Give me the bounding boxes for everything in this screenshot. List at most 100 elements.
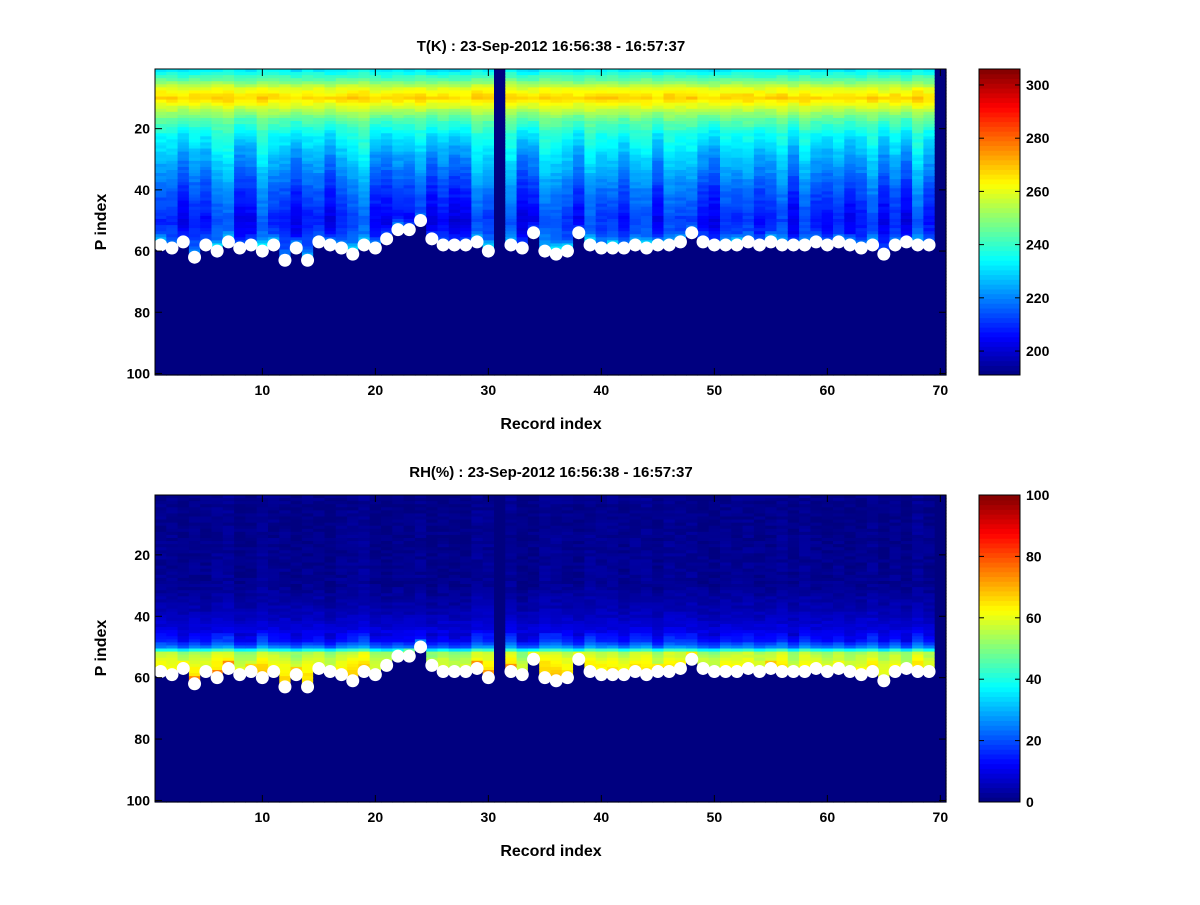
heatmap-cell: [448, 255, 461, 260]
heatmap-cell: [245, 105, 258, 110]
heatmap-cell: [652, 215, 665, 220]
heatmap-cell: [516, 99, 529, 104]
heatmap-cell: [640, 75, 653, 79]
heatmap-cell: [652, 255, 665, 260]
heatmap-cell: [448, 280, 461, 284]
heatmap-cell: [234, 72, 246, 76]
heatmap-cell: [301, 72, 314, 76]
heatmap-cell: [414, 261, 427, 266]
heatmap-cell: [335, 280, 348, 284]
heatmap-cell: [505, 206, 518, 211]
heatmap-cell: [708, 75, 721, 79]
heatmap-cell: [629, 194, 642, 199]
heatmap-cell: [674, 258, 687, 263]
heatmap-cell: [494, 117, 506, 122]
heatmap-cell: [629, 215, 642, 220]
heatmap-cell: [177, 111, 190, 116]
heatmap-cell: [471, 99, 484, 104]
heatmap-cell: [561, 96, 574, 101]
heatmap-cell: [358, 72, 371, 76]
heatmap-cell: [494, 157, 506, 162]
heatmap-cell: [245, 84, 258, 88]
heatmap-cell: [245, 280, 258, 284]
heatmap-cell: [234, 206, 246, 211]
heatmap-cell: [188, 197, 201, 202]
heatmap-cell: [460, 215, 472, 220]
heatmap-cell: [381, 72, 393, 76]
heatmap-cell: [686, 136, 698, 140]
heatmap-cell: [539, 145, 552, 150]
heatmap-cell: [392, 286, 405, 290]
heatmap-cell: [539, 194, 552, 199]
heatmap-cell: [234, 111, 246, 116]
heatmap-cell: [595, 280, 608, 284]
heatmap-cell: [550, 267, 563, 272]
heatmap-cell: [188, 274, 201, 278]
heatmap-cell: [268, 169, 280, 174]
heatmap-cell: [279, 130, 292, 134]
heatmap-cell: [200, 329, 213, 333]
heatmap-cell: [663, 356, 676, 361]
heatmap-cell: [414, 114, 427, 119]
heatmap-cell: [471, 329, 484, 333]
heatmap-cell: [652, 148, 665, 153]
heatmap-cell: [392, 133, 405, 137]
heatmap-cell: [505, 353, 518, 358]
heatmap-cell: [629, 335, 642, 339]
heatmap-cell: [324, 78, 337, 82]
heatmap-cell: [188, 166, 201, 171]
heatmap-cell: [381, 75, 393, 79]
heatmap-cell: [381, 283, 393, 287]
heatmap-cell: [697, 209, 710, 214]
heatmap-cell: [437, 160, 450, 165]
heatmap-cell: [573, 298, 585, 303]
heatmap-cell: [607, 148, 619, 153]
heatmap-cell: [358, 69, 371, 73]
heatmap-cell: [245, 368, 258, 373]
heatmap-cell: [595, 151, 608, 156]
heatmap-cell: [527, 191, 540, 196]
heatmap-cell: [222, 274, 235, 278]
heatmap-cell: [652, 295, 665, 300]
heatmap-cell: [561, 222, 574, 226]
heatmap-cell: [426, 114, 439, 119]
heatmap-cell: [177, 117, 190, 122]
heatmap-cell: [301, 176, 314, 180]
heatmap-cell: [188, 72, 201, 76]
heatmap-cell: [381, 69, 393, 73]
heatmap-cell: [369, 87, 382, 92]
heatmap-cell: [652, 298, 665, 303]
heatmap-cell: [313, 191, 326, 196]
heatmap-cell: [674, 310, 687, 315]
heatmap-cell: [460, 341, 472, 345]
heatmap-cell: [686, 90, 698, 95]
heatmap-cell: [539, 188, 552, 192]
heatmap-cell: [222, 151, 235, 156]
heatmap-cell: [437, 295, 450, 300]
heatmap-cell: [381, 347, 393, 352]
heatmap-cell: [188, 365, 201, 370]
heatmap-cell: [358, 329, 371, 333]
heatmap-cell: [256, 359, 269, 364]
heatmap-cell: [708, 332, 721, 336]
heatmap-cell: [268, 188, 280, 192]
heatmap-cell: [279, 240, 292, 245]
heatmap-cell: [573, 313, 585, 318]
heatmap-cell: [313, 179, 326, 183]
heatmap-cell: [640, 371, 653, 376]
heatmap-cell: [663, 368, 676, 373]
heatmap-cell: [505, 188, 518, 192]
heatmap-cell: [414, 332, 427, 336]
heatmap-cell: [222, 139, 235, 144]
heatmap-cell: [482, 283, 495, 287]
heatmap-cell: [301, 329, 314, 333]
heatmap-cell: [437, 93, 450, 98]
heatmap-cell: [245, 326, 258, 330]
heatmap-cell: [414, 99, 427, 104]
heatmap-cell: [188, 231, 201, 235]
heatmap-cell: [437, 225, 450, 229]
heatmap-cell: [279, 185, 292, 189]
heatmap-cell: [166, 99, 179, 104]
heatmap-cell: [471, 157, 484, 162]
heatmap-cell: [358, 289, 371, 293]
